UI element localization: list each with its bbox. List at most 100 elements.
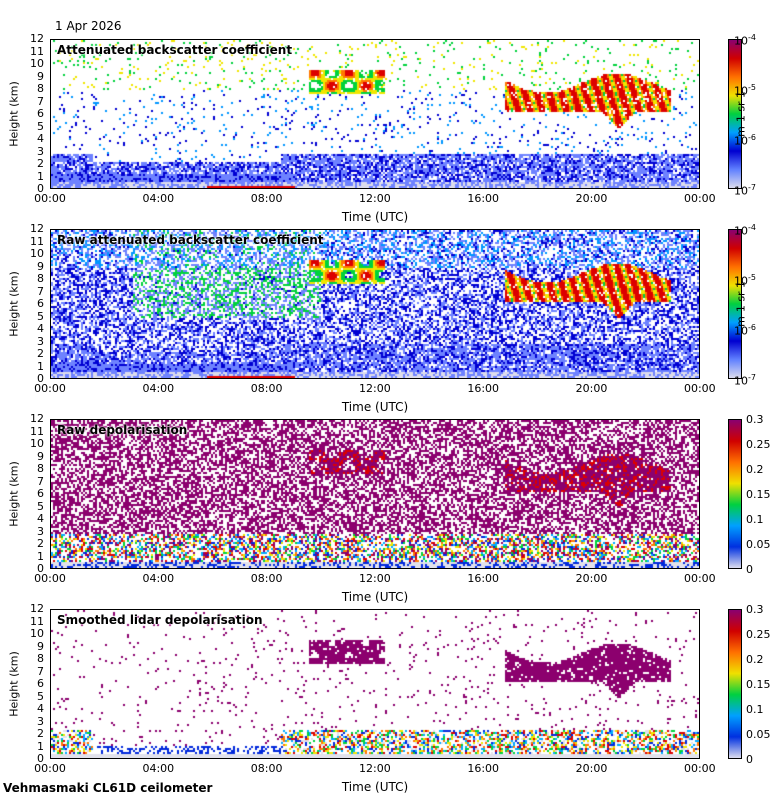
colorbar-tick: 10-6 — [734, 133, 756, 148]
x-axis-label: Time (UTC) — [341, 210, 409, 224]
date-label: 1 Apr 2026 — [55, 19, 122, 33]
colorbar-tick: 10-5 — [734, 273, 756, 288]
colorbar-tick: 0.05 — [746, 538, 771, 551]
x-tick-label: 16:00 — [467, 192, 500, 205]
colorbar-tick: 0.1 — [746, 513, 764, 526]
colorbar-tick: 10-7 — [734, 373, 756, 388]
heatmap-canvas — [51, 610, 699, 758]
y-tick-label: 4 — [37, 702, 44, 715]
x-tick-label: 04:00 — [142, 192, 175, 205]
y-tick-label: 2 — [37, 727, 44, 740]
y-tick-label: 5 — [37, 689, 44, 703]
x-tick-label: 16:00 — [467, 572, 500, 585]
y-tick-label: 9 — [37, 639, 44, 653]
colorbar-tick: 0.25 — [746, 628, 771, 641]
x-tick-label: 00:00 — [34, 192, 66, 205]
colorbar-tick: 10-7 — [734, 183, 756, 198]
colorbar — [728, 609, 742, 759]
colorbar-tick: 0.15 — [746, 678, 771, 691]
panel-3: Raw depolarisation 0 1 2 3 4 5 6 7 8 9 10 11 12 00:00 0… — [0, 410, 780, 604]
x-tick-label: 08:00 — [250, 762, 283, 775]
colorbar-tick: 10-4 — [734, 33, 756, 48]
y-tick-label: 1 — [37, 169, 44, 183]
x-tick-label: 08:00 — [250, 382, 283, 395]
x-tick-label: 20:00 — [575, 192, 608, 205]
y-tick-label: 6 — [37, 677, 44, 690]
colorbar-unit: m-1 sr-1 — [734, 91, 748, 137]
y-tick-label: 11 — [30, 424, 44, 438]
panel-2: Raw attenuated backscatter coefficient 0 1… — [0, 220, 780, 414]
colorbar-tick: 0.2 — [746, 653, 764, 666]
y-tick-label: 8 — [37, 652, 44, 665]
y-tick-label: 12 — [30, 602, 44, 615]
y-tick-label: 7 — [37, 94, 44, 108]
colorbar-tick: 0.1 — [746, 703, 764, 716]
heatmap-canvas — [51, 40, 699, 188]
colorbar-tick: 0.05 — [746, 728, 771, 741]
y-tick-label: 4 — [37, 512, 44, 525]
y-tick-label: 10 — [30, 627, 44, 640]
colorbar-tick: 10-6 — [734, 323, 756, 338]
x-tick-label: 12:00 — [359, 192, 391, 205]
y-tick-label: 7 — [37, 474, 44, 488]
y-tick-label: 9 — [37, 449, 44, 463]
y-axis-label: Height (km) — [7, 271, 21, 337]
x-axis-label: Time (UTC) — [341, 780, 409, 794]
y-tick-label: 8 — [37, 462, 44, 475]
y-tick-label: 3 — [37, 144, 44, 158]
x-tick-label: 00:00 — [683, 572, 716, 585]
colorbar-unit: m-1 sr-1 — [734, 281, 748, 327]
x-tick-label: 00:00 — [683, 192, 716, 205]
plot-area: Attenuated backscatter coefficient — [50, 39, 700, 189]
x-tick-label: 04:00 — [142, 382, 175, 395]
colorbar-tick: 10-4 — [734, 223, 756, 238]
y-tick-label: 10 — [30, 57, 44, 70]
y-tick-label: 2 — [37, 537, 44, 550]
x-tick-label: 00:00 — [683, 382, 716, 395]
y-tick-label: 11 — [30, 44, 44, 58]
x-tick-label: 20:00 — [575, 382, 608, 395]
y-tick-label: 6 — [37, 107, 44, 120]
y-tick-label: 7 — [37, 284, 44, 298]
y-axis-label: Height (km) — [7, 81, 21, 147]
colorbar-tick: 0.3 — [746, 603, 764, 616]
plot-area: Raw depolarisation — [50, 419, 700, 569]
y-tick-label: 11 — [30, 234, 44, 248]
y-tick-label: 10 — [30, 437, 44, 450]
colorbar-tick: 0 — [746, 563, 753, 576]
y-tick-label: 6 — [37, 487, 44, 500]
y-tick-label: 3 — [37, 714, 44, 728]
y-tick-label: 12 — [30, 222, 44, 235]
y-tick-label: 3 — [37, 334, 44, 348]
y-tick-label: 2 — [37, 347, 44, 360]
y-tick-label: 10 — [30, 247, 44, 260]
x-axis-label: Time (UTC) — [341, 590, 409, 604]
x-tick-label: 00:00 — [34, 572, 66, 585]
panel-title: Attenuated backscatter coefficient — [57, 43, 293, 57]
plot-area: Smoothed lidar depolarisation — [50, 609, 700, 759]
colorbar-tick: 10-5 — [734, 83, 756, 98]
x-tick-label: 12:00 — [359, 382, 391, 395]
x-tick-label: 16:00 — [467, 762, 500, 775]
y-tick-label: 8 — [37, 272, 44, 285]
colorbar — [728, 39, 742, 189]
y-tick-label: 9 — [37, 69, 44, 83]
panel-title: Raw depolarisation — [57, 423, 188, 437]
x-tick-label: 04:00 — [142, 572, 175, 585]
y-tick-label: 1 — [37, 549, 44, 563]
y-tick-label: 12 — [30, 32, 44, 45]
x-tick-label: 08:00 — [250, 572, 283, 585]
y-tick-label: 0 — [37, 372, 44, 385]
x-tick-label: 20:00 — [575, 572, 608, 585]
panel-4: Smoothed lidar depolarisation 0 1 2 3 4 5 6 7 8 9 1… — [0, 600, 780, 794]
heatmap-canvas — [51, 230, 699, 378]
y-tick-label: 1 — [37, 739, 44, 753]
x-tick-label: 12:00 — [359, 762, 391, 775]
y-tick-label: 5 — [37, 499, 44, 513]
colorbar-tick: 0.25 — [746, 438, 771, 451]
colorbar-tick: 0 — [746, 753, 753, 766]
plot-area: Raw attenuated backscatter coefficient — [50, 229, 700, 379]
panel-1: Attenuated backscatter coefficient 0 1 2 3 4 5… — [0, 30, 780, 224]
x-tick-label: 16:00 — [467, 382, 500, 395]
y-tick-label: 1 — [37, 359, 44, 373]
